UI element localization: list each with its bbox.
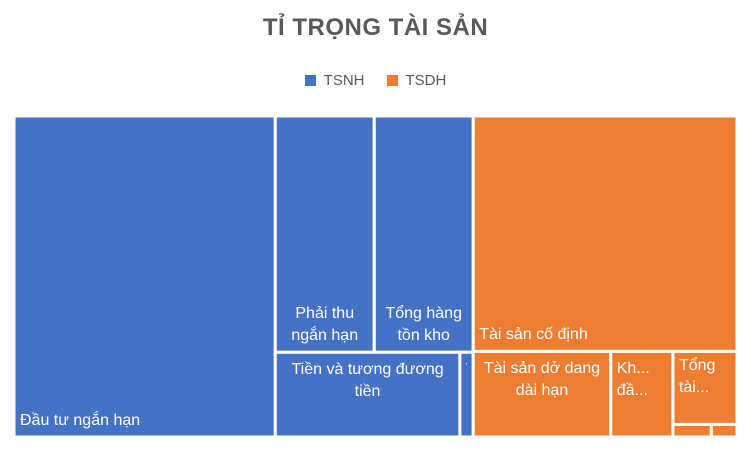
treemap-tile-tsdh-1 (471, 349, 613, 439)
treemap-tile-tsnh-1 (273, 114, 376, 354)
treemap-label-tsnh-0: Đầu tư ngắn hạn (20, 412, 141, 429)
treemap-tile-tsnh-2 (372, 114, 475, 354)
treemap-tile-tsdh-2 (609, 349, 675, 439)
legend-label-tsnh: TSNH (323, 72, 365, 89)
treemap-rect-tsdh-4 (671, 422, 713, 439)
treemap-label-tsdh-3: Tổng tài... (678, 357, 716, 397)
treemap-rect-tsnh-1 (273, 114, 376, 354)
treemap-label-tsdh-2: Kh... đầ... (616, 360, 650, 400)
treemap-label-tsnh-2: Tổng hàng tồn kho (385, 305, 462, 345)
treemap-tile-tsnh-3 (273, 350, 462, 439)
treemap-rect-tsdh-2 (609, 349, 675, 439)
treemap-tile-tsdh-4 (671, 422, 713, 439)
treemap-tile-tsnh-0 (12, 114, 277, 439)
legend-swatch-tsnh (304, 75, 316, 86)
treemap-tile-tsdh-5 (709, 422, 739, 439)
chart-legend: TSNH TSDH (0, 72, 751, 89)
treemap-rect-tsdh-5 (709, 422, 739, 439)
legend-swatch-tsdh (386, 75, 398, 86)
treemap-label-tsnh-4: T... s... (466, 359, 467, 433)
legend-item-tsnh: TSNH (304, 72, 365, 89)
treemap-rect-tsnh-0 (12, 114, 277, 439)
chart-title: TỈ TRỌNG TÀI SẢN (262, 14, 489, 41)
legend-label-tsdh: TSDH (405, 72, 447, 89)
treemap-rect-tsnh-2 (372, 114, 475, 354)
treemap-rect-tsnh-3 (273, 350, 462, 439)
treemap-label-tsdh-1: Tài sản dở dang dài hạn (483, 360, 601, 400)
legend-item-tsdh: TSDH (386, 72, 447, 89)
treemap-label-tsnh-1: Phải thu ngắn hạn (291, 305, 359, 345)
treemap-tile-tsdh-0 (471, 114, 739, 353)
treemap-rect-tsdh-1 (471, 349, 613, 439)
treemap-label-tsdh-0: Tài sản cố định (479, 326, 588, 344)
treemap-label-tsnh-3: Tiền và tương đương tiền (291, 361, 444, 401)
treemap-rect-tsdh-0 (471, 114, 739, 353)
